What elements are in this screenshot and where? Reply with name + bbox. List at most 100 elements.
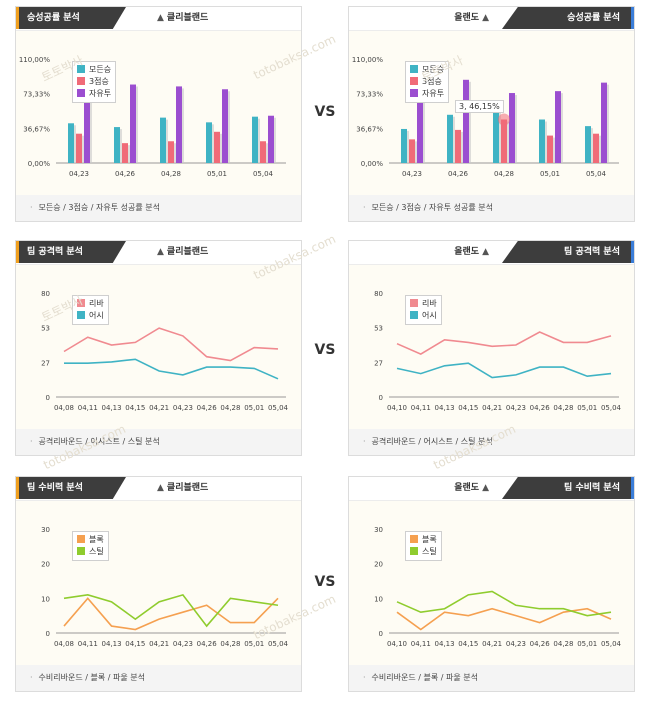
y-tick-label: 110,00% [352,56,383,64]
accent-bar [631,7,634,29]
bar [509,93,515,163]
y-tick-label: 53 [41,325,50,333]
series-line [396,607,612,631]
line-chart: 0 10 20 30 04,08 04,11 04,13 04,15 04,21 04,23 04,… [41,526,288,648]
accent-bar [16,241,19,263]
team-logo-icon: ▲ [157,483,164,493]
x-tick-label: 04,08 [54,640,74,648]
x-tick-label: 05,04 [601,640,622,648]
y-tick-label: 0,00% [28,160,51,168]
legend-label: 블록 [422,535,437,544]
y-tick-label: 10 [374,595,383,603]
panel-orl-defense: 올랜도 ▲ 팀 수비력 분석 0 10 20 30 04,10 04,11 04,13 04,1… [348,476,635,692]
legend-label: 리바 [89,299,104,308]
row-offense: 팀 공격력 분석 ▲ 클리블랜드 0 27 53 80 04,08 04,11 04,13 04… [0,240,650,470]
x-tick-label: 04,28 [161,170,181,178]
footer-text: 공격리바운드 / 어시스트 / 스틸 분석 [38,437,160,446]
panel-header: 팀 공격력 분석 ▲ 클리블랜드 [16,241,301,263]
x-tick-label: 04,15 [125,404,145,412]
bullet-icon: · [363,437,366,446]
legend-item: 3점승 [410,76,444,88]
legend-label: 어시 [89,311,104,320]
bar [222,89,228,163]
x-tick-label: 05,04 [586,170,607,178]
legend-label: 블록 [89,535,104,544]
bar [493,109,499,163]
x-tick-label: 04,11 [78,404,98,412]
x-tick-label: 04,11 [411,404,431,412]
bar [68,123,74,163]
y-tick-label: 80 [41,290,50,298]
legend-item: 자유투 [410,88,444,100]
x-tick-label: 04,10 [387,640,407,648]
x-tick-label: 04,26 [530,404,551,412]
bar [260,141,266,163]
x-tick-label: 04,21 [149,404,169,412]
bar [252,116,258,163]
x-tick-label: 05,01 [577,404,597,412]
y-tick-label: 30 [41,526,50,534]
panel-header: 올랜도 ▲ 승성공률 분석 [349,7,634,29]
y-tick-label: 110,00% [19,56,50,64]
panel-orl-offense: 올랜도 ▲ 팀 공격력 분석 0 27 53 80 04,10 04,11 04,13 04,1… [348,240,635,456]
legend-swatch [77,299,85,307]
legend-item: 스틸 [410,546,437,558]
bar [447,114,453,163]
team-logo-icon: ▲ [482,247,489,257]
panel-footer: · 공격리바운드 / 어시스트 / 스틸 분석 [349,429,634,455]
team-label: ▲ 클리블랜드 [154,241,208,263]
y-tick-label: 30 [374,526,383,534]
bullet-icon: · [30,203,33,212]
x-tick-label: 05,01 [540,170,560,178]
x-tick-label: 04,23 [69,170,89,178]
x-tick-label: 04,21 [149,640,169,648]
legend-label: 어시 [422,311,437,320]
legend-swatch [410,65,418,73]
y-tick-label: 0 [379,630,383,638]
bar [601,82,607,163]
bar [539,119,545,163]
legend-label: 자유투 [422,89,445,98]
legend-swatch [77,535,85,543]
panel-cle-success: 승성공률 분석 ▲ 클리블랜드 0,00% 36,67% 73,33% 110,00% 0… [15,6,302,222]
legend-item: 어시 [77,310,104,322]
y-tick-label: 73,33% [356,91,383,99]
legend-swatch [77,311,85,319]
team-label: 올랜도 ▲ [454,7,492,29]
x-tick-label: 04,28 [553,640,573,648]
team-name: 클리블랜드 [166,247,209,257]
team-label: ▲ 클리블랜드 [154,477,208,499]
legend-swatch [410,535,418,543]
panel-cle-defense: 팀 수비력 분석 ▲ 클리블랜드 0 10 20 30 04,08 04,11 04,13 04… [15,476,302,692]
x-tick-label: 04,28 [220,404,240,412]
panel-header: 올랜도 ▲ 팀 수비력 분석 [349,477,634,499]
accent-bar [631,477,634,499]
legend-item: 3점승 [77,76,111,88]
legend-label: 3점승 [422,77,442,86]
bar [417,89,423,163]
team-name: 클리블랜드 [166,13,209,23]
y-tick-label: 0 [46,630,50,638]
bullet-icon: · [30,437,33,446]
x-tick-label: 05,01 [207,170,227,178]
chart-area: 0,00% 36,67% 73,33% 110,00% 04,23 04,26 04,28 0… [349,30,634,196]
bar [84,87,90,163]
y-tick-label: 0 [379,394,383,402]
bar [130,84,136,163]
x-tick-label: 04,28 [220,640,240,648]
legend-label: 3점승 [89,77,109,86]
x-tick-label: 04,26 [530,640,551,648]
team-label: 올랜도 ▲ [454,477,492,499]
x-tick-label: 05,04 [601,404,622,412]
legend-item: 스틸 [77,546,104,558]
y-tick-label: 73,33% [23,91,50,99]
panel-cle-offense: 팀 공격력 분석 ▲ 클리블랜드 0 27 53 80 04,08 04,11 04,13 04… [15,240,302,456]
team-logo-icon: ▲ [157,247,164,257]
y-tick-label: 0 [46,394,50,402]
x-tick-label: 04,15 [458,640,478,648]
tooltip: 3, 46,15% [455,99,504,113]
accent-bar [631,241,634,263]
x-tick-label: 04,10 [387,404,407,412]
